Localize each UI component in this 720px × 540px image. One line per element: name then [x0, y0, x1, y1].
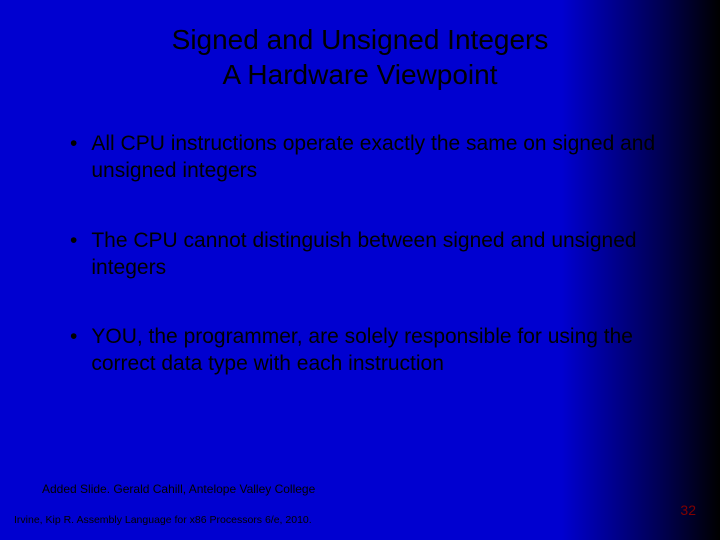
page-number: 32	[680, 502, 696, 518]
bullet-list: • All CPU instructions operate exactly t…	[0, 100, 720, 378]
footer-citation: Irvine, Kip R. Assembly Language for x86…	[14, 514, 312, 526]
title-line-1: Signed and Unsigned Integers	[0, 22, 720, 57]
bullet-marker-icon: •	[70, 130, 91, 157]
bullet-text: All CPU instructions operate exactly the…	[91, 130, 660, 185]
slide-credit: Added Slide. Gerald Cahill, Antelope Val…	[42, 482, 315, 496]
bullet-marker-icon: •	[70, 323, 91, 350]
bullet-text: YOU, the programmer, are solely responsi…	[91, 323, 660, 378]
bullet-marker-icon: •	[70, 227, 91, 254]
title-line-2: A Hardware Viewpoint	[0, 57, 720, 92]
bullet-item: • The CPU cannot distinguish between sig…	[70, 227, 660, 282]
slide: Signed and Unsigned Integers A Hardware …	[0, 0, 720, 540]
bullet-text: The CPU cannot distinguish between signe…	[91, 227, 660, 282]
bullet-item: • All CPU instructions operate exactly t…	[70, 130, 660, 185]
title-block: Signed and Unsigned Integers A Hardware …	[0, 0, 720, 100]
bullet-item: • YOU, the programmer, are solely respon…	[70, 323, 660, 378]
